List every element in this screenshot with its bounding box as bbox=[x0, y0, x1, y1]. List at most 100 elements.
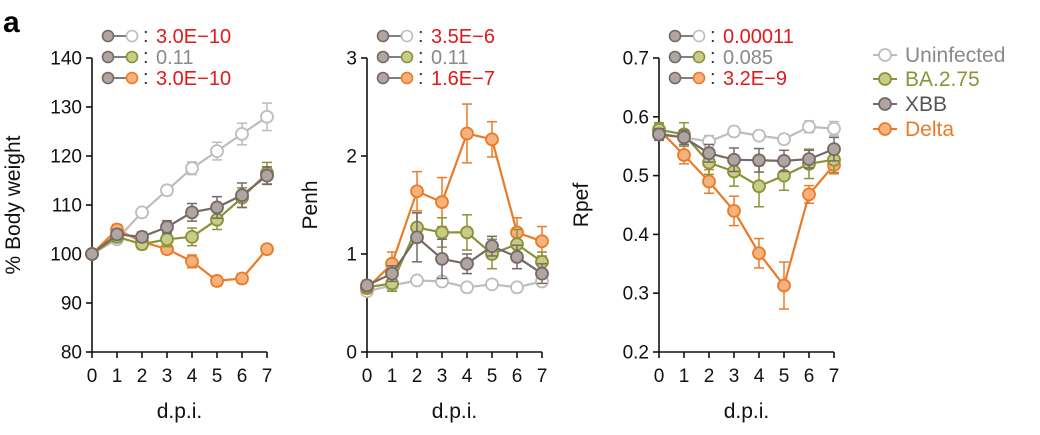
pvalue-text: 3.0E−10 bbox=[156, 26, 231, 48]
legend-marker bbox=[878, 97, 892, 111]
data-point bbox=[485, 239, 499, 254]
legend-marker bbox=[878, 122, 892, 136]
pvalue-colon: : bbox=[143, 25, 149, 47]
data-point bbox=[727, 152, 741, 167]
data-point bbox=[752, 153, 766, 168]
comparison-marker bbox=[400, 29, 414, 43]
pvalue-row: :0.11 bbox=[376, 46, 468, 69]
data-point bbox=[777, 132, 791, 147]
comparison-marker bbox=[668, 50, 682, 64]
y-tick-label: 1 bbox=[346, 245, 357, 266]
pvalue-text: 0.085 bbox=[723, 47, 773, 69]
data-point bbox=[535, 234, 549, 249]
y-tick-label: 80 bbox=[61, 343, 82, 364]
pvalue-text: 3.2E−9 bbox=[723, 68, 787, 90]
data-point bbox=[135, 205, 149, 220]
pvalue-text: 3.0E−10 bbox=[156, 68, 231, 90]
x-tick-label: 4 bbox=[462, 366, 473, 387]
data-point bbox=[460, 280, 474, 295]
x-tick-label: 7 bbox=[829, 366, 840, 387]
comparison-marker bbox=[668, 29, 682, 43]
legend-marker bbox=[878, 48, 892, 62]
y-tick-label: 140 bbox=[50, 49, 82, 70]
x-tick-label: 2 bbox=[137, 366, 148, 387]
comparison-marker bbox=[692, 50, 706, 64]
data-point bbox=[85, 247, 99, 261]
legend-label: XBB bbox=[905, 93, 947, 116]
chart-body-weight: 80 90 100 110 120 130 140 0 1 2 3 4 5 6 7 d.p.i. % Body … bbox=[2, 25, 274, 423]
x-tick-label: 1 bbox=[387, 366, 398, 387]
x-tick-label: 2 bbox=[412, 366, 423, 387]
pvalue-row: :3.2E−9 bbox=[668, 67, 787, 90]
data-point bbox=[135, 229, 149, 244]
x-tick-label: 7 bbox=[537, 366, 548, 387]
data-point bbox=[435, 225, 449, 240]
comparison-marker bbox=[400, 50, 414, 64]
y-tick-label: 0.6 bbox=[623, 107, 649, 128]
x-tick-label: 7 bbox=[262, 366, 273, 387]
data-point bbox=[185, 254, 199, 269]
y-tick-label: 0.4 bbox=[623, 225, 650, 246]
data-point bbox=[652, 127, 666, 142]
data-point bbox=[160, 232, 174, 247]
data-point bbox=[752, 128, 766, 143]
y-tick-label: 0.5 bbox=[623, 166, 649, 187]
data-point bbox=[235, 271, 249, 286]
y-tick-label: 3 bbox=[346, 49, 357, 70]
x-tick-label: 3 bbox=[162, 366, 173, 387]
pvalue-colon: : bbox=[710, 46, 716, 68]
data-point bbox=[235, 127, 249, 141]
data-point bbox=[727, 203, 741, 218]
data-point bbox=[727, 124, 741, 139]
series-xbb bbox=[85, 166, 274, 261]
comparison-marker bbox=[125, 29, 139, 43]
data-point bbox=[752, 179, 766, 194]
x-tick-label: 0 bbox=[654, 366, 665, 387]
y-tick-label: 130 bbox=[50, 98, 82, 119]
data-point bbox=[510, 250, 524, 264]
comparison-marker bbox=[125, 71, 139, 85]
pvalue-row: :0.00011 bbox=[668, 25, 794, 48]
comparison-marker bbox=[376, 29, 390, 43]
panel-label: a bbox=[3, 6, 20, 39]
x-axis-label: d.p.i. bbox=[157, 400, 203, 423]
data-point bbox=[260, 168, 274, 183]
x-tick-label: 3 bbox=[729, 366, 740, 387]
data-point bbox=[777, 278, 791, 293]
pvalue-colon: : bbox=[710, 25, 716, 47]
pvalue-row: :3.0E−10 bbox=[101, 67, 231, 90]
x-tick-label: 0 bbox=[362, 366, 373, 387]
data-point bbox=[185, 161, 199, 176]
comparison-marker bbox=[101, 50, 115, 64]
legend-marker bbox=[878, 72, 892, 86]
y-axis-label: Rpef bbox=[570, 183, 593, 228]
x-tick-label: 2 bbox=[704, 366, 715, 387]
y-tick-label: 2 bbox=[346, 147, 357, 168]
comparison-marker bbox=[125, 50, 139, 64]
pvalue-colon: : bbox=[418, 67, 424, 89]
data-point bbox=[485, 277, 499, 292]
x-tick-label: 6 bbox=[512, 366, 523, 387]
data-point bbox=[702, 174, 716, 189]
pvalue-row: :3.5E−6 bbox=[376, 25, 495, 48]
pvalue-colon: : bbox=[710, 67, 716, 89]
x-tick-label: 6 bbox=[237, 366, 248, 387]
data-point bbox=[460, 256, 474, 271]
data-point bbox=[260, 109, 274, 124]
y-tick-label: 0 bbox=[346, 343, 357, 364]
pvalue-row: :0.11 bbox=[101, 46, 193, 69]
y-tick-label: 120 bbox=[50, 147, 82, 168]
comparison-marker bbox=[400, 71, 414, 85]
data-point bbox=[210, 200, 224, 215]
y-tick-label: 110 bbox=[52, 196, 82, 217]
x-axis-label: d.p.i. bbox=[724, 400, 770, 423]
pvalue-colon: : bbox=[418, 46, 424, 68]
data-point bbox=[460, 225, 474, 240]
data-point bbox=[827, 142, 841, 157]
pvalue-colon: : bbox=[143, 46, 149, 68]
data-point bbox=[802, 187, 816, 202]
y-tick-label: 100 bbox=[50, 245, 82, 266]
